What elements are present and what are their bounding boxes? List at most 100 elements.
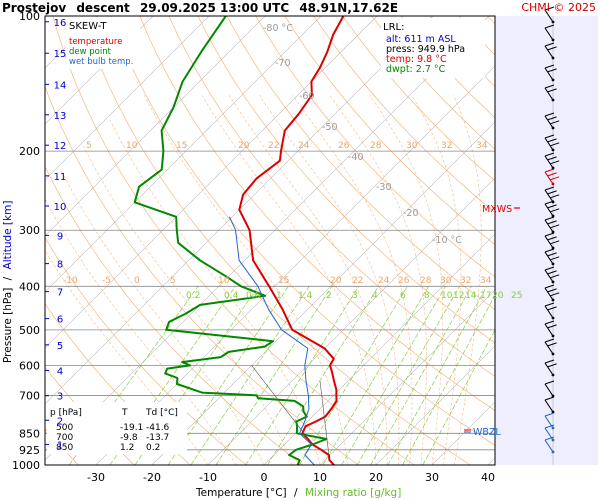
x-axis-title-sep: / xyxy=(294,487,298,499)
moist-adiabat xyxy=(60,169,265,465)
altitude-tick-label: 10 xyxy=(54,202,67,213)
wind-barb-flag xyxy=(550,224,560,229)
dry-adiabat xyxy=(255,16,495,278)
mixing-ratio-line xyxy=(322,286,429,465)
wind-barb-dot xyxy=(551,56,555,60)
dry-adiabat xyxy=(226,16,495,311)
mixing-ratio-label: 1.4 xyxy=(298,291,313,301)
altitude-tick-label: 13 xyxy=(54,111,67,122)
dry-adiabat xyxy=(197,16,495,344)
wind-barb-dot xyxy=(551,78,555,82)
moist-adiabat xyxy=(292,94,413,465)
table-cell: -41.6 xyxy=(146,423,170,433)
wind-barb-staff xyxy=(544,87,554,101)
wind-barb-flag xyxy=(550,240,560,245)
mixing-ratio-line xyxy=(167,286,289,465)
wind-barb-staff xyxy=(544,399,554,413)
pressure-tick-label: 700 xyxy=(19,389,40,402)
theta-label-upper: 32 xyxy=(441,141,452,151)
parcel-trace-line xyxy=(251,365,313,445)
wind-barb-flag xyxy=(544,168,555,173)
mixing-ratio-label: 8 xyxy=(424,291,430,301)
wind-barb-staff xyxy=(544,115,554,129)
wind-barb-flag xyxy=(544,359,555,364)
theta-label-lower: 32 xyxy=(460,276,471,286)
y-axis-title-altitude: Altitude [km] xyxy=(2,201,14,270)
lrl-alt: alt: 611 m ASL xyxy=(386,34,456,45)
pressure-tick-label: 925 xyxy=(19,444,40,457)
theta-label-lower: 24 xyxy=(378,276,390,286)
theta-label-upper: 26 xyxy=(338,141,350,151)
wind-barb-staff xyxy=(544,219,554,233)
theta-label-upper: 30 xyxy=(406,141,418,151)
wind-barb-flag xyxy=(544,42,555,47)
altitude-tick-label: 11 xyxy=(54,172,67,183)
table-cell: 700 xyxy=(56,433,73,443)
isotherm-line xyxy=(207,177,495,465)
skewt-series xyxy=(133,16,345,465)
mixing-ratio-line xyxy=(356,286,460,465)
wind-barb-flag xyxy=(544,112,555,117)
wind-barb-staff xyxy=(544,9,554,23)
wind-barb-staff xyxy=(544,67,554,81)
altitude-tick-label: 8 xyxy=(57,260,63,271)
legend-wetbulb: wet bulb temp. xyxy=(69,57,133,67)
isotherm-line xyxy=(45,16,378,349)
wind-barb-flag xyxy=(550,208,560,213)
isotherm-label: -10 °C xyxy=(432,235,462,246)
x-axis-title-temp: Temperature [°C] xyxy=(195,487,287,499)
altitude-tick-label: 7 xyxy=(57,288,63,299)
mixing-ratio-label: 3 xyxy=(352,291,358,301)
title-mode: descent xyxy=(76,1,130,15)
wind-barb-flag xyxy=(544,84,555,89)
wind-barb-dot xyxy=(551,316,555,320)
wind-barb-dot xyxy=(551,280,555,284)
temperature-tick-label: -20 xyxy=(143,471,161,484)
wind-barb-flag xyxy=(547,68,557,73)
table-cell: -19.1 xyxy=(120,423,143,433)
wind-barb-flag xyxy=(547,190,557,195)
theta-label-upper: 15 xyxy=(176,141,187,151)
wind-barb-flag xyxy=(544,186,555,191)
legend-temperature: temperature xyxy=(69,37,122,47)
wind-barb-flag xyxy=(547,46,557,51)
wind-barb-staff xyxy=(544,155,554,169)
wind-barb-flag xyxy=(550,194,560,199)
temperature-tick-label: -30 xyxy=(87,471,105,484)
legend: SKEW-T temperature dew point wet bulb te… xyxy=(66,17,140,69)
wind-barb-flag xyxy=(544,248,555,253)
table-cell: -9.8 xyxy=(120,433,138,443)
wind-barb-dot xyxy=(551,148,555,152)
wind-barb-staff xyxy=(544,287,554,301)
wind-barb-flag xyxy=(547,324,557,329)
wind-barb-staff xyxy=(544,171,554,185)
value-table-background xyxy=(47,402,187,454)
wind-barb-dot xyxy=(551,182,555,186)
wind-barb-dot xyxy=(551,373,555,377)
altitude-tick-label: 15 xyxy=(54,49,67,60)
altitude-tick-label: 1 xyxy=(57,440,63,451)
pressure-tick-labels: 100 200 300 400 500 600 700 850 925 1000 xyxy=(12,10,40,472)
pressure-tick-label: 850 xyxy=(19,427,40,440)
theta-label-upper: 24 xyxy=(298,141,310,151)
mixing-ratio-label: 0.6 xyxy=(246,291,261,301)
wind-barb-flag xyxy=(550,160,560,165)
wind-barb-flag xyxy=(544,216,555,221)
wbzl-label: WBZL xyxy=(473,427,501,438)
wind-barb-staff xyxy=(544,341,554,355)
altitude-tick-label: 9 xyxy=(57,231,63,242)
isotherm-label: -40 xyxy=(348,152,364,163)
wind-barb-flag xyxy=(550,292,560,297)
mixing-ratio-line xyxy=(387,286,488,465)
wind-barb-flag xyxy=(547,172,557,177)
theta-label-upper: 5 xyxy=(86,141,92,151)
wind-barb-staff xyxy=(544,323,554,337)
table-cell: 1.2 xyxy=(120,443,134,453)
isotherm-line xyxy=(319,289,495,465)
table-cell: 850 xyxy=(56,443,73,453)
wind-barb-staff xyxy=(544,137,554,151)
wind-barb-dot xyxy=(551,334,555,338)
pressure-tick-label: 1000 xyxy=(12,459,40,472)
wind-barb-flag xyxy=(547,116,557,121)
temperature-tick-label: 20 xyxy=(369,471,383,484)
